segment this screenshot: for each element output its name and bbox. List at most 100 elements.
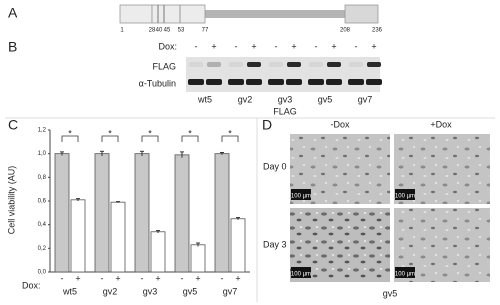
blot-band [229, 62, 243, 67]
dox-state: + [211, 41, 216, 51]
blot-band [189, 62, 203, 67]
significance-label: * [108, 128, 112, 138]
position-label: 28 [149, 28, 156, 34]
lane-label: gv5 [318, 94, 333, 104]
blot-band [367, 62, 381, 67]
bar [70, 199, 86, 273]
lane-label: wt5 [197, 94, 212, 104]
x-tick-label: wt5 [62, 286, 77, 296]
x-tick-label: gv2 [103, 286, 118, 296]
bar [174, 154, 190, 273]
column-label: +Dox [430, 119, 452, 129]
blot-band [309, 62, 323, 67]
significance-label: * [188, 128, 192, 138]
bar [54, 153, 70, 273]
y-tick-label: 0,4 [38, 222, 47, 228]
row-label: Day 0 [263, 161, 287, 171]
gene-diagram [119, 4, 379, 24]
position-label: 53 [178, 28, 185, 34]
position-label: 1 [120, 28, 124, 34]
blot-band [349, 62, 363, 67]
blot-band [206, 79, 222, 85]
y-axis-label: Cell viability (AU) [6, 166, 16, 235]
bar [214, 153, 230, 273]
panel-label: D [262, 117, 272, 133]
blot-band [326, 79, 342, 85]
series-name: - [61, 273, 64, 283]
lane-label: gv7 [358, 94, 373, 104]
bar [230, 218, 246, 273]
dox-state: - [235, 41, 238, 51]
x-tick-label: gv7 [223, 286, 238, 296]
y-tick-label: 0,2 [38, 246, 47, 252]
series-name: - [181, 273, 184, 283]
series-name: + [75, 273, 80, 283]
row-label: FLAG [152, 61, 176, 71]
series-name: + [195, 273, 200, 283]
x-tick-label: gv5 [183, 286, 198, 296]
blot-band [268, 79, 284, 85]
row-label: α-Tubulin [139, 78, 176, 88]
column-label: -Dox [330, 119, 350, 129]
bar [190, 244, 206, 273]
lane-label: gv2 [238, 94, 253, 104]
micrographs [290, 134, 490, 282]
blot-band [286, 79, 302, 85]
dox-label: Dox: [158, 41, 177, 51]
series-name: - [101, 273, 104, 283]
lane-label: gv3 [278, 94, 293, 104]
y-tick-label: 0,8 [38, 175, 47, 181]
bar [150, 231, 166, 273]
series-name: + [115, 273, 120, 283]
significance-bracket [101, 135, 119, 142]
dox-state: - [315, 41, 318, 51]
blot-band [308, 79, 324, 85]
position-label: 77 [202, 28, 209, 34]
footer-label: FLAG [273, 106, 297, 116]
position-label: 208 [340, 28, 351, 34]
dox-state: - [275, 41, 278, 51]
panel-label: C [8, 117, 18, 133]
dox-state: + [251, 41, 256, 51]
row-label: Day 3 [263, 239, 287, 249]
dox-state: + [291, 41, 296, 51]
y-tick-label: 1,0 [38, 151, 47, 157]
blot-band [188, 79, 204, 85]
dox-state: - [355, 41, 358, 51]
series-name: - [221, 273, 224, 283]
significance-label: * [228, 128, 232, 138]
blot-band [366, 79, 382, 85]
series-name: + [235, 273, 240, 283]
y-tick-label: 1,2 [38, 128, 47, 134]
bar [94, 153, 110, 273]
significance-bracket [61, 135, 79, 142]
position-label: 236 [372, 28, 383, 34]
blot-band [247, 62, 261, 67]
bar [134, 153, 150, 273]
significance-bracket [181, 135, 199, 142]
series-name: + [155, 273, 160, 283]
significance-label: * [148, 128, 152, 138]
blot-band [348, 79, 364, 85]
dox-state: + [371, 41, 376, 51]
x-tick-label: gv3 [143, 286, 158, 296]
blot-band [269, 62, 283, 67]
blot-band [207, 62, 221, 67]
scale-bar-label: 100 µm [291, 194, 311, 200]
panel-label: A [8, 5, 18, 21]
y-tick-label: 0,0 [38, 270, 47, 276]
significance-label: * [68, 128, 72, 138]
position-label: 45 [164, 28, 171, 34]
blot-band [228, 79, 244, 85]
bar [110, 201, 126, 273]
dox-state: - [195, 41, 198, 51]
y-tick-label: 0,6 [38, 199, 47, 205]
series-name: - [141, 273, 144, 283]
panel-label: B [8, 39, 17, 55]
dox-state: + [331, 41, 336, 51]
position-label: 40 [156, 28, 163, 34]
significance-bracket [141, 135, 159, 142]
blot-band [327, 62, 341, 67]
blot-band [287, 62, 301, 67]
